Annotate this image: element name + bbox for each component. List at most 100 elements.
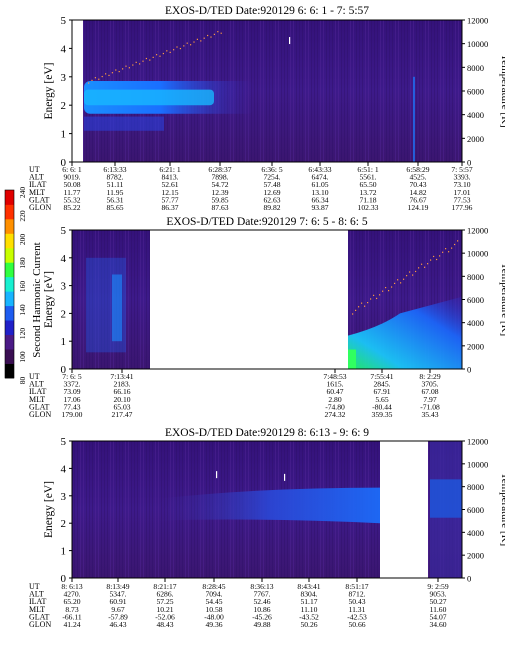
- table-cell: 8413.: [161, 173, 178, 182]
- texture-streak: [374, 230, 375, 369]
- table-cell: 57.48: [263, 180, 280, 189]
- table-cell: 7767.: [253, 590, 270, 599]
- y2-tick-label: 6000: [467, 87, 484, 97]
- y2-tick-label: 0: [467, 158, 471, 168]
- texture-streak: [449, 20, 450, 162]
- texture-streak: [395, 20, 396, 162]
- table-cell: 7:13:41: [110, 372, 133, 381]
- y2-tick-label: 8000: [467, 63, 484, 73]
- y2-tick-label: 2000: [467, 551, 484, 561]
- colorbar-tick-label: 160: [18, 281, 27, 293]
- temperature-point: [88, 82, 90, 84]
- texture-streak: [131, 441, 132, 578]
- table-cell: 8:21:17: [153, 582, 176, 591]
- table-cell: 8: 6:13: [61, 582, 83, 591]
- temperature-point: [183, 45, 185, 47]
- texture-streak: [431, 20, 432, 162]
- texture-streak: [440, 230, 441, 369]
- temperature-point: [108, 74, 110, 77]
- texture-streak: [131, 230, 132, 369]
- texture-streak: [146, 441, 147, 578]
- colorbar-tick-label: 180: [18, 257, 27, 269]
- temperature-point: [448, 251, 450, 253]
- temperature-point: [139, 63, 141, 65]
- table-cell: 54.45: [205, 597, 222, 606]
- table-cell: 10.58: [205, 605, 222, 614]
- texture-streak: [437, 20, 438, 162]
- table-cell: 4270.: [63, 590, 80, 599]
- table-cell: 7254.: [263, 173, 280, 182]
- texture-streak: [392, 20, 393, 162]
- y2-tick-label: 10000: [467, 39, 488, 49]
- temperature-point: [169, 51, 171, 54]
- data-gap: [380, 441, 428, 578]
- table-cell: 67.91: [373, 387, 390, 396]
- temperature-point: [421, 263, 423, 265]
- texture-streak: [455, 20, 456, 162]
- panel-title: EXOS-D/TED Date:920129 6: 6: 1 - 7: 5:57: [165, 5, 369, 17]
- texture-streak: [407, 20, 408, 162]
- table-cell: -66.11: [62, 612, 82, 621]
- texture-streak: [365, 20, 366, 162]
- table-cell: 2183.: [113, 380, 130, 389]
- texture-streak: [299, 20, 300, 162]
- temperature-point: [406, 275, 408, 277]
- temperature-point: [118, 70, 120, 73]
- texture-streak: [407, 230, 408, 369]
- table-cell: 4525.: [409, 173, 426, 182]
- temperature-point: [355, 309, 357, 311]
- table-cell: 59.85: [211, 195, 228, 204]
- texture-streak: [152, 441, 153, 578]
- table-cell: 8782.: [106, 173, 123, 182]
- y-tick-label: 4: [61, 43, 67, 55]
- table-row-label: UT: [29, 372, 40, 381]
- texture-streak: [119, 441, 120, 578]
- colorbar-swatch: [5, 218, 14, 234]
- table-cell: 3705.: [421, 380, 438, 389]
- table-cell: 9019.: [63, 173, 80, 182]
- texture-streak: [416, 230, 417, 369]
- table-cell: 54.72: [211, 180, 228, 189]
- texture-streak: [74, 441, 75, 578]
- texture-streak: [314, 20, 315, 162]
- temperature-point: [370, 298, 372, 300]
- energy-band-lower: [84, 116, 164, 131]
- table-cell: 6:21: 1: [159, 165, 181, 174]
- y2-tick-label: 10000: [467, 249, 488, 259]
- colorbar-swatch: [5, 305, 14, 321]
- texture-streak: [362, 230, 363, 369]
- texture-streak: [122, 230, 123, 369]
- table-cell: 8:28:45: [202, 582, 225, 591]
- texture-streak: [392, 230, 393, 369]
- texture-streak: [335, 20, 336, 162]
- table-cell: 60.47: [326, 387, 343, 396]
- table-cell: 61.05: [311, 180, 328, 189]
- y2-axis-label: Temperature [K]: [499, 473, 505, 546]
- texture-streak: [263, 20, 264, 162]
- texture-streak: [95, 441, 96, 578]
- y2-tick-label: 0: [467, 574, 471, 584]
- texture-streak: [92, 230, 93, 369]
- table-cell: 274.32: [325, 410, 346, 419]
- texture-streak: [83, 20, 84, 162]
- texture-streak: [77, 230, 78, 369]
- table-row-label: UT: [29, 165, 40, 174]
- table-cell: 52.46: [253, 597, 270, 606]
- texture-streak: [371, 20, 372, 162]
- texture-streak: [356, 20, 357, 162]
- texture-streak: [395, 230, 396, 369]
- temperature-point: [115, 69, 117, 71]
- table-row-label: ALT: [29, 380, 44, 389]
- colorbar-swatch: [5, 247, 14, 263]
- temperature-point: [128, 67, 130, 69]
- y2-tick-label: 6000: [467, 505, 484, 515]
- table-cell: 50.43: [348, 597, 365, 606]
- table-cell: 85.65: [106, 203, 123, 212]
- panel-title: EXOS-D/TED Date:920129 8: 6:13 - 9: 6: 9: [165, 427, 369, 439]
- texture-streak: [110, 230, 111, 369]
- temperature-point: [203, 37, 205, 39]
- temperature-point: [397, 279, 399, 281]
- texture-streak: [428, 441, 429, 578]
- temperature-point: [385, 286, 387, 289]
- texture-streak: [254, 20, 255, 162]
